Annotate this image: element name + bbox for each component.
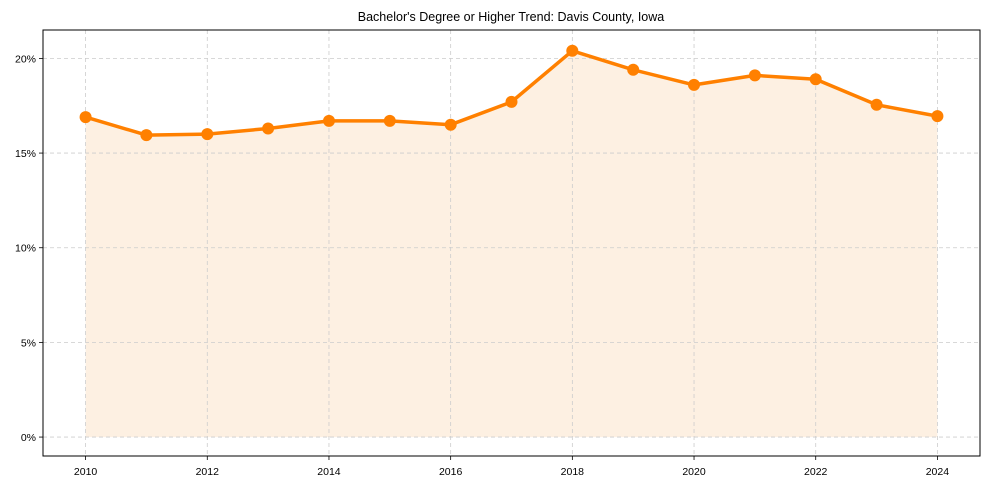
data-point xyxy=(931,110,944,123)
plot-area xyxy=(42,29,981,457)
data-point xyxy=(566,44,579,57)
x-tick-label: 2010 xyxy=(74,466,98,478)
y-tick-label: 10% xyxy=(15,243,36,255)
data-point xyxy=(262,122,275,135)
data-point xyxy=(748,69,761,82)
data-point xyxy=(383,114,396,127)
y-tick-label: 0% xyxy=(21,432,36,444)
x-tick-label: 2012 xyxy=(196,466,220,478)
data-point xyxy=(323,114,335,127)
data-point xyxy=(809,73,822,86)
y-tick-label: 15% xyxy=(15,148,36,160)
data-point xyxy=(505,95,518,108)
data-point xyxy=(444,118,457,131)
data-point xyxy=(201,128,214,141)
data-point xyxy=(627,63,640,76)
y-tick-label: 5% xyxy=(21,337,36,349)
plot-frame xyxy=(42,29,981,457)
data-point xyxy=(140,129,153,142)
x-axis: 2010 2012 2014 2016 2018 2020 2022 2024 xyxy=(74,456,949,478)
x-tick-label: 2018 xyxy=(561,466,585,478)
x-tick-label: 2024 xyxy=(926,466,950,478)
area-fill xyxy=(85,50,938,438)
y-tick-label: 20% xyxy=(15,53,36,65)
chart-title: Bachelor's Degree or Higher Trend: Davis… xyxy=(358,10,665,24)
data-markers xyxy=(79,44,944,142)
x-tick-label: 2016 xyxy=(439,466,463,478)
data-point xyxy=(79,111,92,124)
x-tick-label: 2022 xyxy=(804,466,828,478)
data-point xyxy=(688,78,700,91)
x-tick-label: 2020 xyxy=(682,466,706,478)
y-axis: 0% 5% 10% 15% 20% xyxy=(15,53,43,444)
x-tick-label: 2014 xyxy=(317,466,341,478)
data-point xyxy=(870,98,883,111)
grid-lines xyxy=(43,30,980,456)
